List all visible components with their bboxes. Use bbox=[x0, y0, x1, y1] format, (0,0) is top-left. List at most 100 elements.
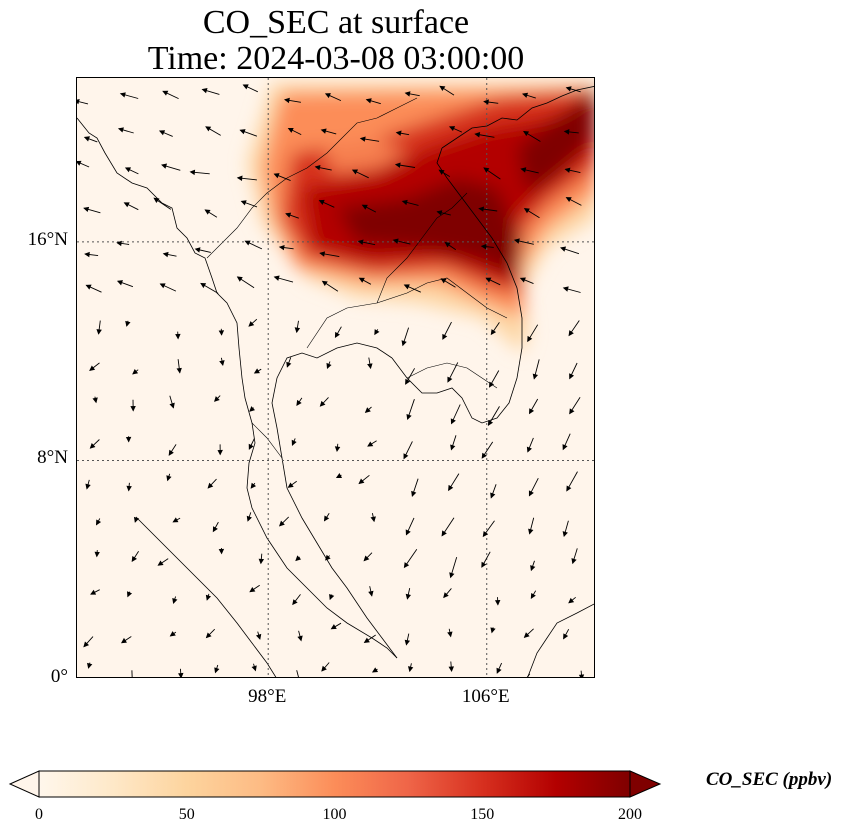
wind-arrow bbox=[447, 362, 459, 383]
wind-arrow bbox=[248, 438, 255, 450]
border-line bbox=[406, 362, 498, 389]
wind-arrow bbox=[89, 439, 100, 449]
wind-arrow bbox=[194, 247, 211, 253]
wind-arrow bbox=[255, 631, 262, 640]
wind-arrow bbox=[116, 280, 134, 288]
wind-arrow bbox=[117, 127, 134, 134]
wind-arrow bbox=[358, 277, 372, 285]
colorbar-tick-label: 50 bbox=[178, 806, 195, 823]
wind-arrow bbox=[374, 329, 380, 336]
wind-arrow bbox=[440, 278, 456, 288]
wind-arrow bbox=[201, 88, 220, 95]
wind-arrow bbox=[83, 206, 101, 214]
wind-arrow bbox=[319, 397, 329, 407]
wind-arrow bbox=[436, 210, 451, 216]
wind-arrow bbox=[285, 212, 299, 219]
wind-arrow bbox=[448, 473, 460, 492]
wind-arrow bbox=[449, 556, 458, 579]
wind-arrow bbox=[444, 242, 457, 251]
wind-arrow bbox=[490, 484, 497, 499]
wind-arrow bbox=[334, 326, 342, 338]
wind-arrow bbox=[357, 239, 376, 246]
wind-arrow bbox=[438, 169, 451, 177]
wind-arrow bbox=[236, 175, 257, 181]
wind-arrow bbox=[278, 516, 290, 527]
wind-arrow bbox=[530, 560, 536, 572]
wind-arrow bbox=[441, 517, 455, 537]
wind-arrow bbox=[85, 284, 102, 293]
wind-arrow bbox=[395, 130, 410, 136]
wind-vectors bbox=[77, 84, 585, 677]
wind-arrow bbox=[358, 474, 370, 485]
wind-arrow bbox=[116, 240, 130, 247]
wind-arrow bbox=[319, 251, 340, 258]
wind-arrow bbox=[407, 663, 414, 673]
wind-arrow bbox=[483, 167, 501, 180]
wind-arrow bbox=[204, 209, 218, 218]
wind-arrow bbox=[294, 320, 301, 334]
wind-arrow bbox=[77, 98, 89, 105]
wind-arrow bbox=[250, 482, 257, 489]
wind-arrow bbox=[158, 130, 173, 137]
wind-arrow bbox=[175, 331, 181, 340]
wind-arrow bbox=[404, 91, 420, 97]
wind-arrow bbox=[219, 357, 225, 366]
wind-arrow bbox=[403, 548, 418, 569]
lon-tick-label: 106°E bbox=[461, 686, 510, 707]
plume-light-gap bbox=[322, 133, 407, 173]
wind-arrow bbox=[246, 512, 252, 522]
wind-arrow bbox=[562, 520, 569, 538]
border-line bbox=[376, 192, 468, 304]
wind-arrow bbox=[84, 251, 99, 258]
wind-arrow bbox=[178, 668, 184, 677]
wind-arrow bbox=[218, 328, 225, 336]
wind-arrow bbox=[569, 397, 581, 415]
wind-arrow bbox=[405, 368, 415, 385]
gridlines bbox=[77, 78, 594, 677]
wind-arrow bbox=[207, 478, 217, 489]
wind-arrow bbox=[566, 471, 578, 492]
wind-arrow bbox=[189, 169, 210, 176]
wind-arrow bbox=[523, 628, 534, 638]
wind-arrow bbox=[532, 359, 540, 380]
wind-arrow bbox=[403, 284, 421, 293]
wind-arrow bbox=[326, 361, 332, 370]
wind-arrow bbox=[401, 199, 419, 206]
wind-arrow bbox=[92, 396, 98, 404]
wind-arrow bbox=[157, 558, 169, 566]
wind-arrow bbox=[200, 282, 219, 294]
wind-arrow bbox=[287, 127, 302, 136]
co-plume-layer bbox=[247, 83, 594, 353]
wind-arrow bbox=[442, 321, 452, 340]
wind-arrow bbox=[481, 551, 491, 568]
wind-arrow bbox=[490, 322, 500, 336]
wind-arrow bbox=[568, 596, 576, 604]
wind-arrow bbox=[125, 436, 132, 443]
wind-arrow bbox=[526, 437, 534, 453]
wind-arrow bbox=[162, 90, 179, 100]
wind-arrow bbox=[249, 584, 260, 593]
wind-arrow bbox=[242, 84, 258, 93]
wind-arrow bbox=[481, 441, 494, 459]
wind-arrow bbox=[563, 628, 570, 640]
wind-arrow bbox=[448, 661, 454, 672]
wind-arrow bbox=[205, 126, 221, 136]
coastlines bbox=[77, 86, 594, 677]
wind-arrow bbox=[335, 473, 343, 478]
wind-arrow bbox=[318, 199, 335, 208]
wind-arrow bbox=[474, 132, 495, 138]
wind-arrow bbox=[87, 662, 93, 669]
lon-tick-label: 98°E bbox=[248, 686, 287, 707]
wind-arrow bbox=[367, 440, 377, 447]
wind-arrow bbox=[323, 513, 330, 522]
coastline-cambodia-vietnam bbox=[391, 147, 523, 424]
wind-arrow bbox=[297, 630, 303, 642]
colorbar-tick-label: 100 bbox=[322, 806, 347, 823]
wind-arrow bbox=[564, 167, 581, 174]
wind-arrow bbox=[565, 197, 582, 206]
wind-arrow bbox=[96, 320, 102, 335]
wind-arrow bbox=[321, 662, 330, 672]
wind-arrow bbox=[560, 246, 580, 255]
wind-arrow bbox=[166, 473, 172, 482]
colorbar-tick-label: 0 bbox=[35, 806, 43, 823]
